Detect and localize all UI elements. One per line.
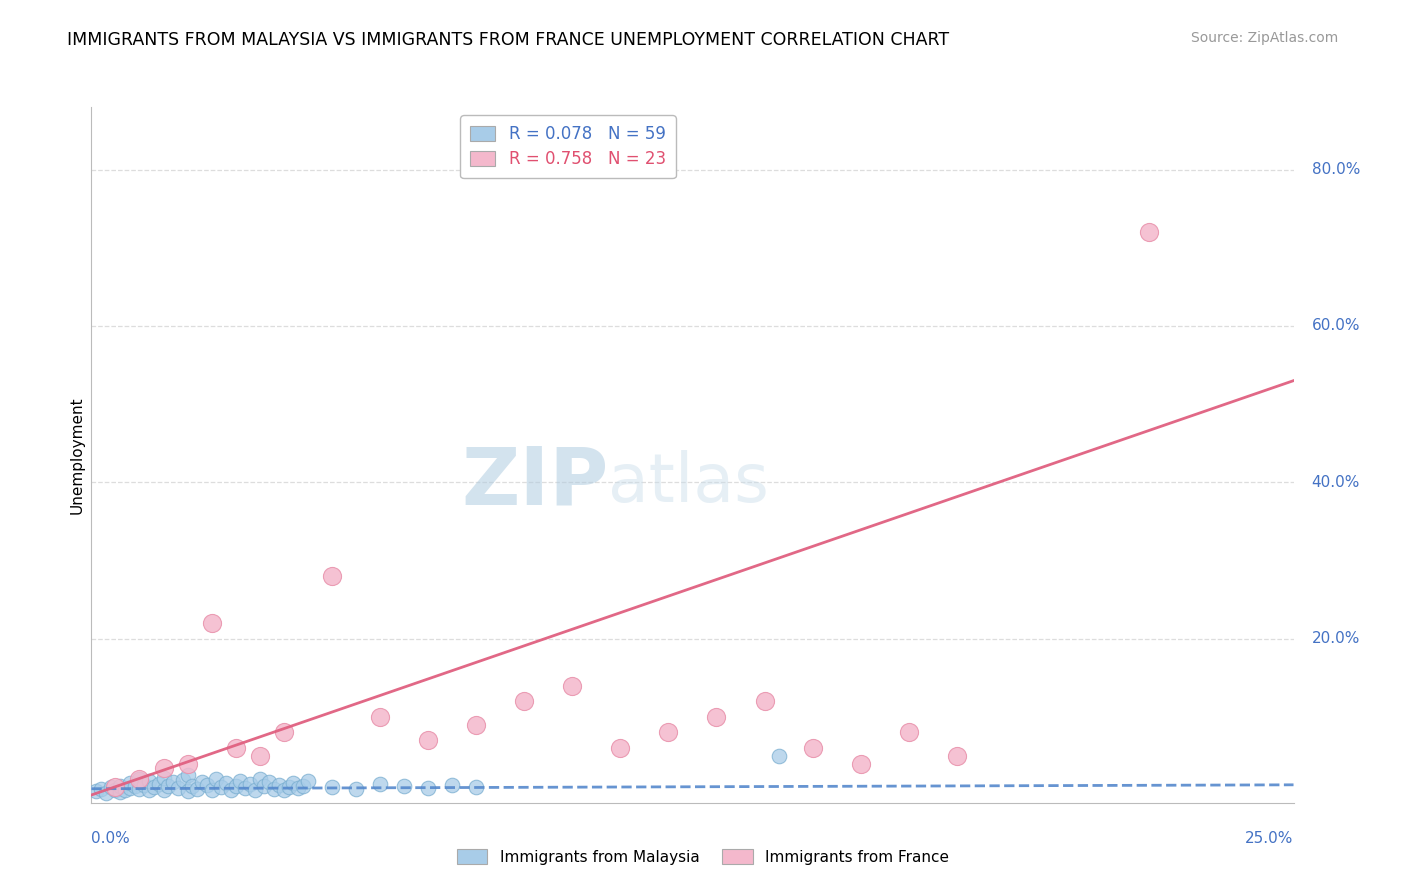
Point [90,781,112,796]
Point [291,779,314,793]
Point [273,725,295,739]
Legend: R = 0.078   N = 59, R = 0.758   N = 23: R = 0.078 N = 59, R = 0.758 N = 23 [460,115,676,178]
Y-axis label: Unemployment: Unemployment [69,396,84,514]
Point [1137,225,1160,239]
Point [134,778,156,792]
Point [273,782,295,797]
Point [416,780,439,795]
Point [321,780,343,794]
Point [253,780,276,794]
Point [239,777,262,791]
Point [229,773,252,788]
Point [233,780,256,795]
Point [152,771,174,785]
Point [392,780,415,794]
Text: 25.0%: 25.0% [1246,830,1294,846]
Point [344,781,367,796]
Point [138,773,160,788]
Text: Source: ZipAtlas.com: Source: ZipAtlas.com [1191,31,1339,45]
Point [225,741,247,756]
Point [167,780,190,795]
Point [124,780,146,794]
Point [201,783,224,797]
Point [706,710,728,724]
Point [768,748,790,763]
Point [283,776,305,790]
Text: IMMIGRANTS FROM MALAYSIA VS IMMIGRANTS FROM FRANCE UNEMPLOYMENT CORRELATION CHAR: IMMIGRANTS FROM MALAYSIA VS IMMIGRANTS F… [67,31,949,49]
Point [110,779,132,793]
Point [118,776,141,790]
Text: 80.0%: 80.0% [1312,162,1360,178]
Point [128,781,150,796]
Point [152,761,174,775]
Point [321,569,343,583]
Point [128,772,150,787]
Point [754,694,776,708]
Point [263,781,285,796]
Text: 20.0%: 20.0% [1312,632,1360,646]
Point [259,775,281,789]
Point [191,774,214,789]
Point [110,785,132,799]
Text: 0.0%: 0.0% [91,830,131,846]
Point [176,768,198,782]
Point [104,780,127,794]
Point [277,780,299,794]
Point [513,694,536,708]
Text: 40.0%: 40.0% [1312,475,1360,490]
Point [176,756,198,771]
Point [186,781,208,796]
Text: ZIP: ZIP [461,443,609,522]
Point [465,717,488,731]
Point [100,780,122,794]
Point [368,777,391,791]
Point [267,778,290,792]
Point [897,725,920,739]
Point [157,779,180,793]
Point [440,778,463,792]
Point [849,756,872,771]
Point [209,780,232,794]
Point [215,776,238,790]
Point [104,783,127,797]
Text: atlas: atlas [609,450,769,516]
Point [118,780,141,795]
Point [801,741,824,756]
Point [609,741,631,756]
Point [368,710,391,724]
Point [138,783,160,797]
Point [465,780,488,794]
Point [176,784,198,798]
Point [162,775,184,789]
Point [181,780,204,794]
Point [225,779,247,793]
Point [114,782,136,797]
Legend: Immigrants from Malaysia, Immigrants from France: Immigrants from Malaysia, Immigrants fro… [451,843,955,871]
Point [946,748,969,763]
Point [205,772,228,786]
Text: 60.0%: 60.0% [1312,318,1360,334]
Point [172,773,194,788]
Point [201,615,224,630]
Point [243,783,266,797]
Point [219,782,242,797]
Point [657,725,679,739]
Point [84,784,107,798]
Point [297,773,319,788]
Point [287,780,309,795]
Point [152,782,174,797]
Point [249,772,271,787]
Point [561,679,583,693]
Point [195,778,218,792]
Point [94,786,117,800]
Point [249,748,271,763]
Point [148,777,170,791]
Point [128,772,150,787]
Point [142,780,165,794]
Point [416,733,439,747]
